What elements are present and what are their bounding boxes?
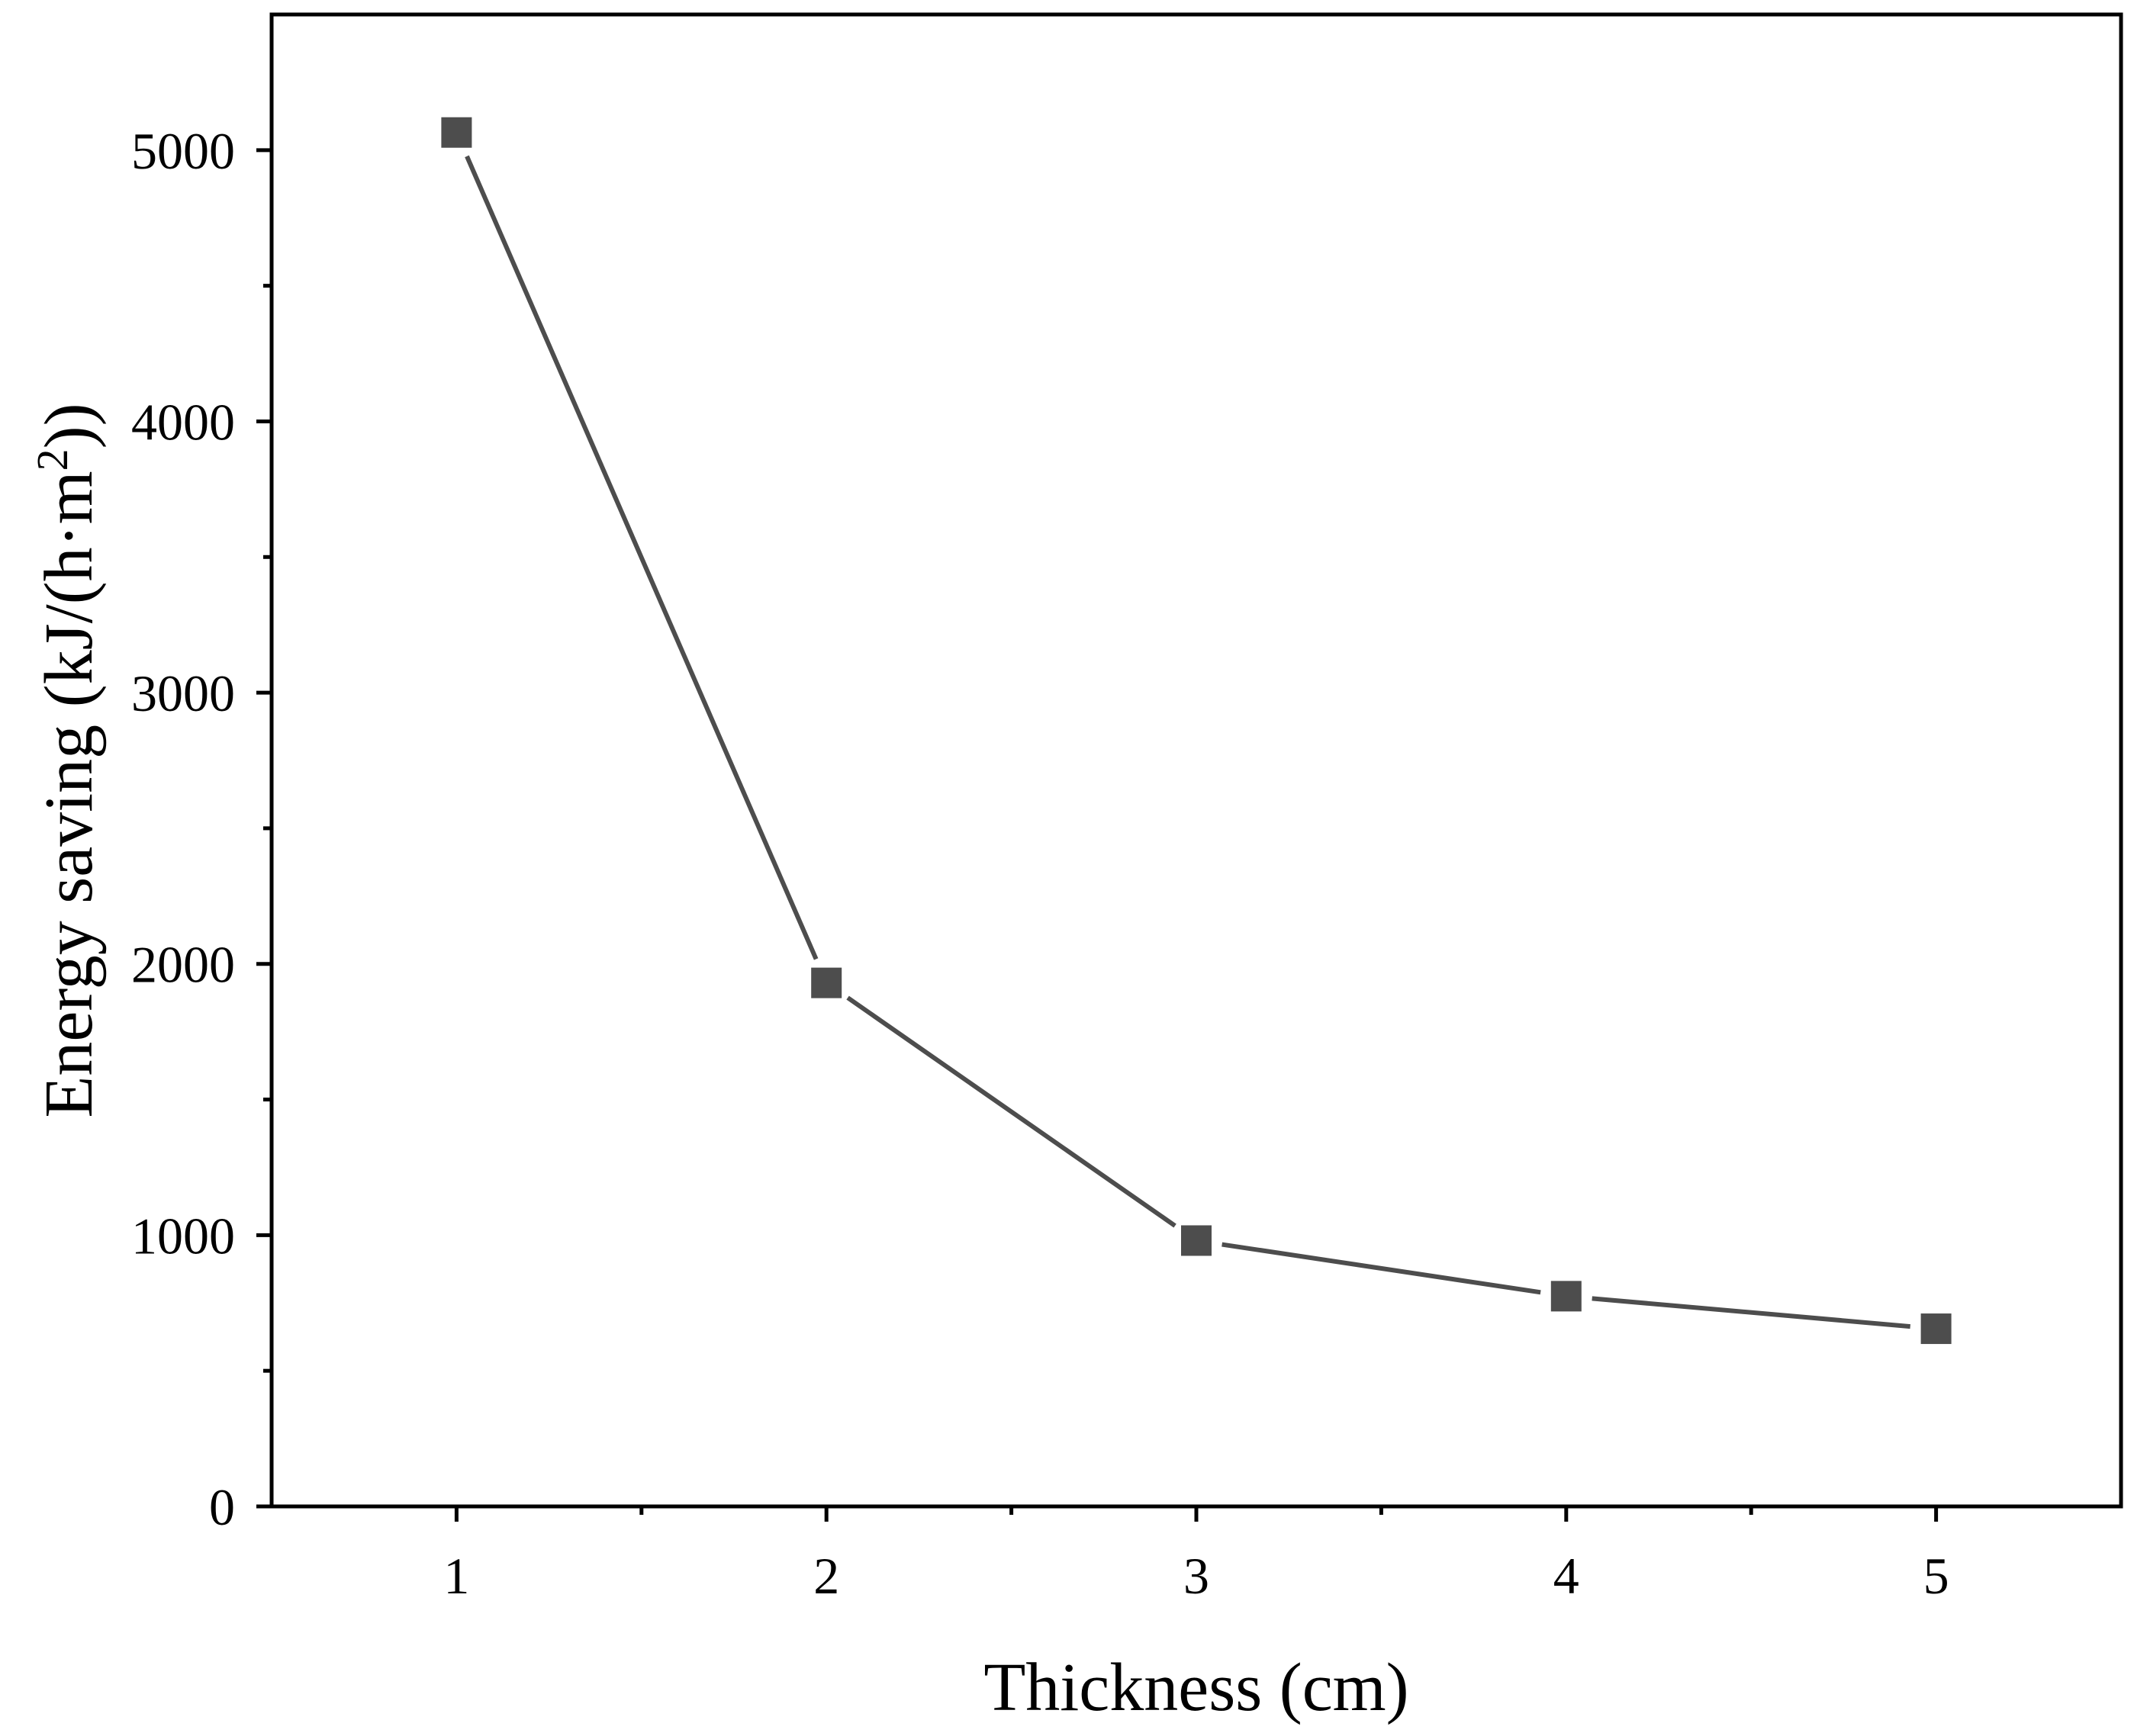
series-line-segment (846, 995, 1176, 1228)
series-lines (465, 155, 1910, 1329)
y-tick-label: 4000 (131, 393, 235, 451)
y-tick-label: 5000 (131, 122, 235, 180)
major-ticks (256, 148, 1939, 1522)
y-tick-labels: 0 1000 2000 3000 4000 5000 (131, 122, 235, 1536)
y-axis-title-main: Energy saving (kJ/(h·m (31, 471, 107, 1117)
data-point-marker (811, 967, 842, 998)
series-line-segment (1221, 1242, 1541, 1295)
x-tick-labels: 1 2 3 4 5 (443, 1547, 1949, 1605)
y-tick-label: 3000 (131, 664, 235, 722)
series-line-segment (465, 155, 819, 960)
x-tick-label: 5 (1923, 1547, 1949, 1605)
y-tick-label: 1000 (131, 1207, 235, 1265)
y-axis-title-superscript: 2 (27, 448, 77, 471)
data-markers (441, 117, 1952, 1345)
data-point-marker (1181, 1225, 1212, 1256)
data-point-marker (1550, 1281, 1582, 1312)
x-tick-label: 4 (1553, 1547, 1579, 1605)
y-tick-label: 0 (209, 1478, 235, 1536)
x-tick-label: 3 (1183, 1547, 1209, 1605)
minor-ticks (263, 284, 1753, 1515)
x-axis-title: Thickness (cm) (983, 1650, 1408, 1725)
data-point-marker (441, 117, 472, 148)
y-axis-title: Energy saving (kJ/(h·m2)) (27, 403, 107, 1117)
series-line-segment (1592, 1296, 1910, 1329)
plot-frame (269, 12, 2123, 1509)
y-tick-label: 2000 (131, 936, 235, 994)
x-tick-label: 1 (443, 1547, 469, 1605)
y-axis-title-suffix: )) (31, 403, 107, 448)
data-point-marker (1920, 1313, 1952, 1345)
x-tick-label: 2 (813, 1547, 839, 1605)
